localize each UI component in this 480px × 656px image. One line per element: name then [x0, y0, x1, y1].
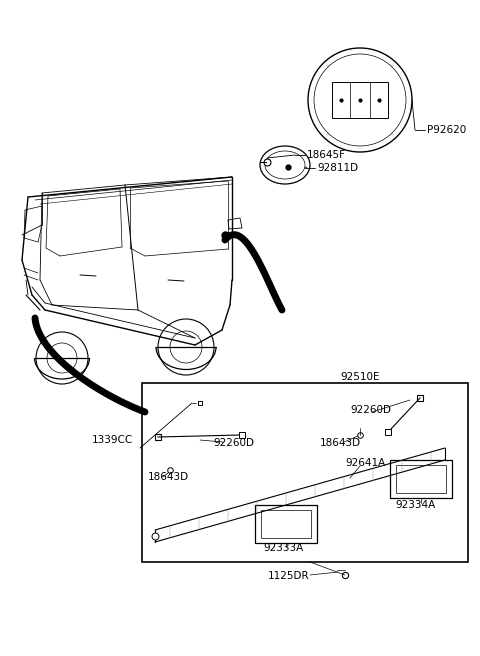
Text: 92333A: 92333A: [263, 543, 303, 553]
Text: 92510E: 92510E: [340, 372, 380, 382]
Text: 18645F: 18645F: [307, 150, 346, 160]
Text: 1125DR: 1125DR: [268, 571, 310, 581]
Bar: [142, 383, 468, 562]
Text: 92334A: 92334A: [395, 500, 435, 510]
Text: P92620: P92620: [427, 125, 466, 135]
Text: 18643D: 18643D: [148, 472, 189, 482]
Text: 1339CC: 1339CC: [92, 435, 133, 445]
Text: 92811D: 92811D: [317, 163, 358, 173]
Text: 18643D: 18643D: [320, 438, 361, 448]
Text: 92641A: 92641A: [345, 458, 385, 468]
Text: 92260D: 92260D: [350, 405, 391, 415]
Text: 92260D: 92260D: [213, 438, 254, 448]
